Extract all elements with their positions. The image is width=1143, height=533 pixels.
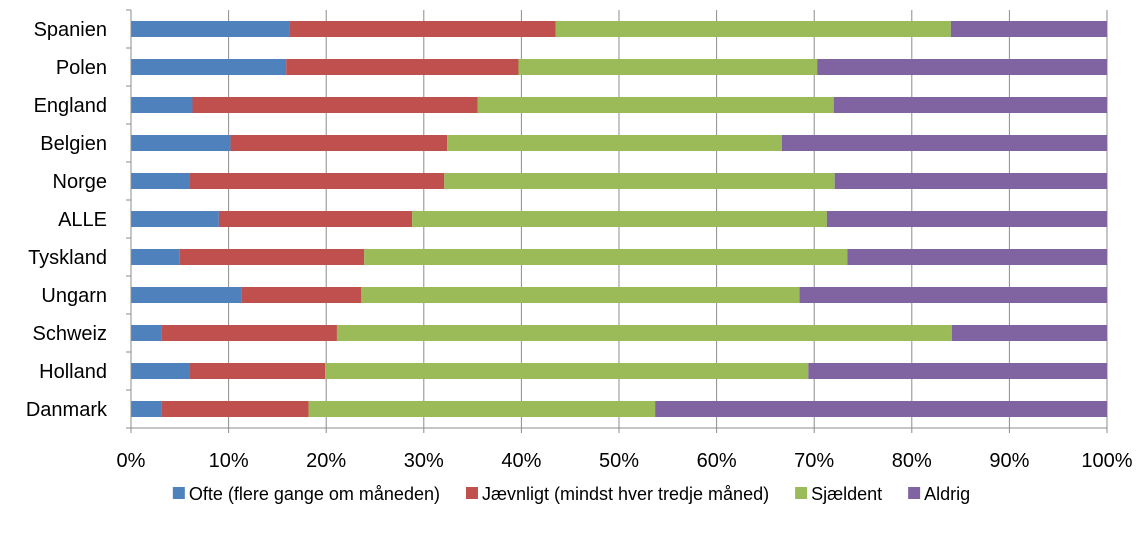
x-tick-label: 80% bbox=[892, 450, 932, 472]
bar-segment bbox=[336, 325, 952, 341]
bar-segment bbox=[826, 211, 1107, 227]
x-tick-label: 0% bbox=[117, 450, 146, 472]
bar-segment bbox=[131, 21, 290, 37]
bar-segment bbox=[289, 21, 556, 37]
x-tick-label: 50% bbox=[599, 450, 639, 472]
x-tick-label: 100% bbox=[1081, 450, 1132, 472]
category-label: Ungarn bbox=[41, 285, 107, 307]
bar-segment bbox=[834, 173, 1107, 189]
category-label: Polen bbox=[56, 57, 107, 79]
bar-segment bbox=[131, 211, 219, 227]
bar-segment bbox=[218, 211, 413, 227]
bar-segment bbox=[518, 59, 818, 75]
bar-segment bbox=[364, 249, 848, 265]
bar-segment bbox=[808, 363, 1107, 379]
category-label: Belgien bbox=[40, 133, 107, 155]
bars bbox=[131, 21, 1107, 417]
bar-segment bbox=[131, 363, 190, 379]
x-tick-labels: 0% 10% 20% 30% 40% 50% 60% 70% 80% 90% 100% bbox=[117, 450, 1133, 472]
category-label: Schweiz bbox=[33, 323, 107, 345]
bar-segment bbox=[131, 97, 193, 113]
bar-segment bbox=[161, 401, 309, 417]
bar-segment bbox=[951, 325, 1107, 341]
bar-segment bbox=[781, 135, 1107, 151]
bar-segment bbox=[286, 59, 519, 75]
x-tick-label: 20% bbox=[306, 450, 346, 472]
category-labels: Spanien Polen England Belgien Norge ALLE Tyskl… bbox=[26, 19, 108, 421]
category-label: Spanien bbox=[34, 19, 107, 41]
bar-segment bbox=[131, 287, 242, 303]
bar-segment bbox=[131, 325, 162, 341]
bar-segment bbox=[308, 401, 656, 417]
bar-segment bbox=[179, 249, 365, 265]
bar-segment bbox=[131, 135, 231, 151]
bar-segment bbox=[131, 249, 180, 265]
x-tick-label: 30% bbox=[404, 450, 444, 472]
bar-segment bbox=[241, 287, 362, 303]
legend-label: Ofte (flere gange om måneden) bbox=[189, 484, 440, 504]
bar-segment bbox=[477, 97, 834, 113]
bar-segment bbox=[447, 135, 782, 151]
bar-segment bbox=[833, 97, 1107, 113]
x-tick-label: 10% bbox=[209, 450, 249, 472]
bar-segment bbox=[655, 401, 1107, 417]
bar-segment bbox=[950, 21, 1107, 37]
bar-segment bbox=[131, 401, 162, 417]
bar-segment bbox=[325, 363, 809, 379]
legend-swatch bbox=[172, 487, 185, 499]
bar-segment bbox=[412, 211, 827, 227]
category-label: Tyskland bbox=[28, 247, 107, 269]
x-tick-label: 40% bbox=[501, 450, 541, 472]
x-tick-label: 90% bbox=[989, 450, 1029, 472]
bar-segment bbox=[230, 135, 448, 151]
legend-label: Sjældent bbox=[811, 484, 882, 504]
legend-swatch bbox=[795, 487, 808, 499]
bar-segment bbox=[361, 287, 800, 303]
legend-swatch bbox=[465, 487, 478, 499]
bar-segment bbox=[192, 97, 478, 113]
legend: Ofte (flere gange om måneden) Jævnligt (m… bbox=[172, 484, 970, 504]
axes bbox=[126, 9, 1108, 433]
bar-segment bbox=[444, 173, 835, 189]
legend-label: Jævnligt (mindst hver tredje måned) bbox=[482, 484, 769, 504]
bar-segment bbox=[161, 325, 337, 341]
legend-swatch bbox=[908, 487, 921, 499]
bar-segment bbox=[131, 59, 287, 75]
category-label: Holland bbox=[39, 361, 107, 383]
bar-segment bbox=[189, 363, 326, 379]
bar-segment bbox=[555, 21, 951, 37]
bar-segment bbox=[189, 173, 445, 189]
bar-segment bbox=[131, 173, 190, 189]
bar-segment bbox=[799, 287, 1107, 303]
x-tick-label: 70% bbox=[794, 450, 834, 472]
x-tick-label: 60% bbox=[697, 450, 737, 472]
bar-segment bbox=[817, 59, 1107, 75]
bar-segment bbox=[847, 249, 1107, 265]
category-label: England bbox=[34, 95, 107, 117]
category-label: Danmark bbox=[26, 399, 108, 421]
category-label: ALLE bbox=[58, 209, 107, 231]
legend-label: Aldrig bbox=[924, 484, 970, 504]
category-label: Norge bbox=[53, 171, 107, 193]
